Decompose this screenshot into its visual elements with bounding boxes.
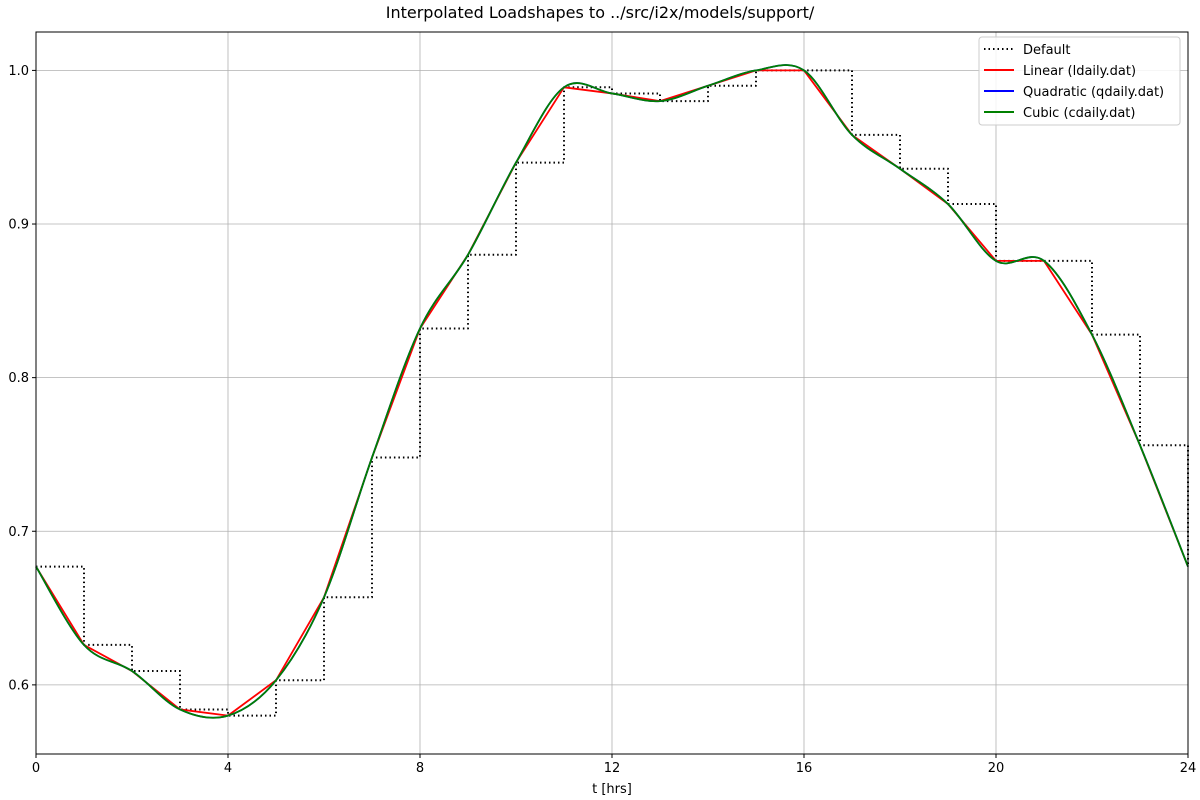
axis-ticks: 0 4 8 12 16 20 24 0.6 0.7 0.8 0.9 1.0 xyxy=(8,64,1196,776)
chart-title: Interpolated Loadshapes to ../src/i2x/mo… xyxy=(386,3,815,22)
x-tick-label: 0 xyxy=(32,761,40,776)
legend-item-default: Default xyxy=(984,43,1071,58)
x-tick-label: 4 xyxy=(224,761,232,776)
legend-item-linear: Linear (ldaily.dat) xyxy=(984,64,1136,79)
x-tick-label: 8 xyxy=(416,761,424,776)
x-tick-label: 16 xyxy=(796,761,813,776)
legend-label: Cubic (cdaily.dat) xyxy=(1023,106,1135,121)
legend: Default Linear (ldaily.dat) Quadratic (qda… xyxy=(978,36,1181,126)
y-tick-label: 0.7 xyxy=(8,525,29,540)
x-tick-label: 24 xyxy=(1180,761,1197,776)
legend-label: Default xyxy=(1023,43,1071,58)
y-tick-label: 0.6 xyxy=(8,678,29,693)
default-step-line xyxy=(36,69,1189,717)
legend-label: Quadratic (qdaily.dat) xyxy=(1023,85,1164,100)
series-lines xyxy=(35,64,1189,719)
x-tick-label: 12 xyxy=(604,761,621,776)
legend-box xyxy=(978,36,1181,126)
legend-label: Linear (ldaily.dat) xyxy=(1023,64,1136,79)
legend-item-cubic: Cubic (cdaily.dat) xyxy=(984,106,1135,121)
legend-item-quadratic: Quadratic (qdaily.dat) xyxy=(984,85,1164,100)
y-tick-label: 0.9 xyxy=(8,218,29,233)
x-axis-label: t [hrs] xyxy=(592,782,632,797)
grid-lines xyxy=(35,32,1189,754)
y-tick-label: 1.0 xyxy=(8,64,29,79)
cubic-line xyxy=(35,64,1189,719)
x-tick-label: 20 xyxy=(988,761,1005,776)
y-tick-label: 0.8 xyxy=(8,371,29,386)
